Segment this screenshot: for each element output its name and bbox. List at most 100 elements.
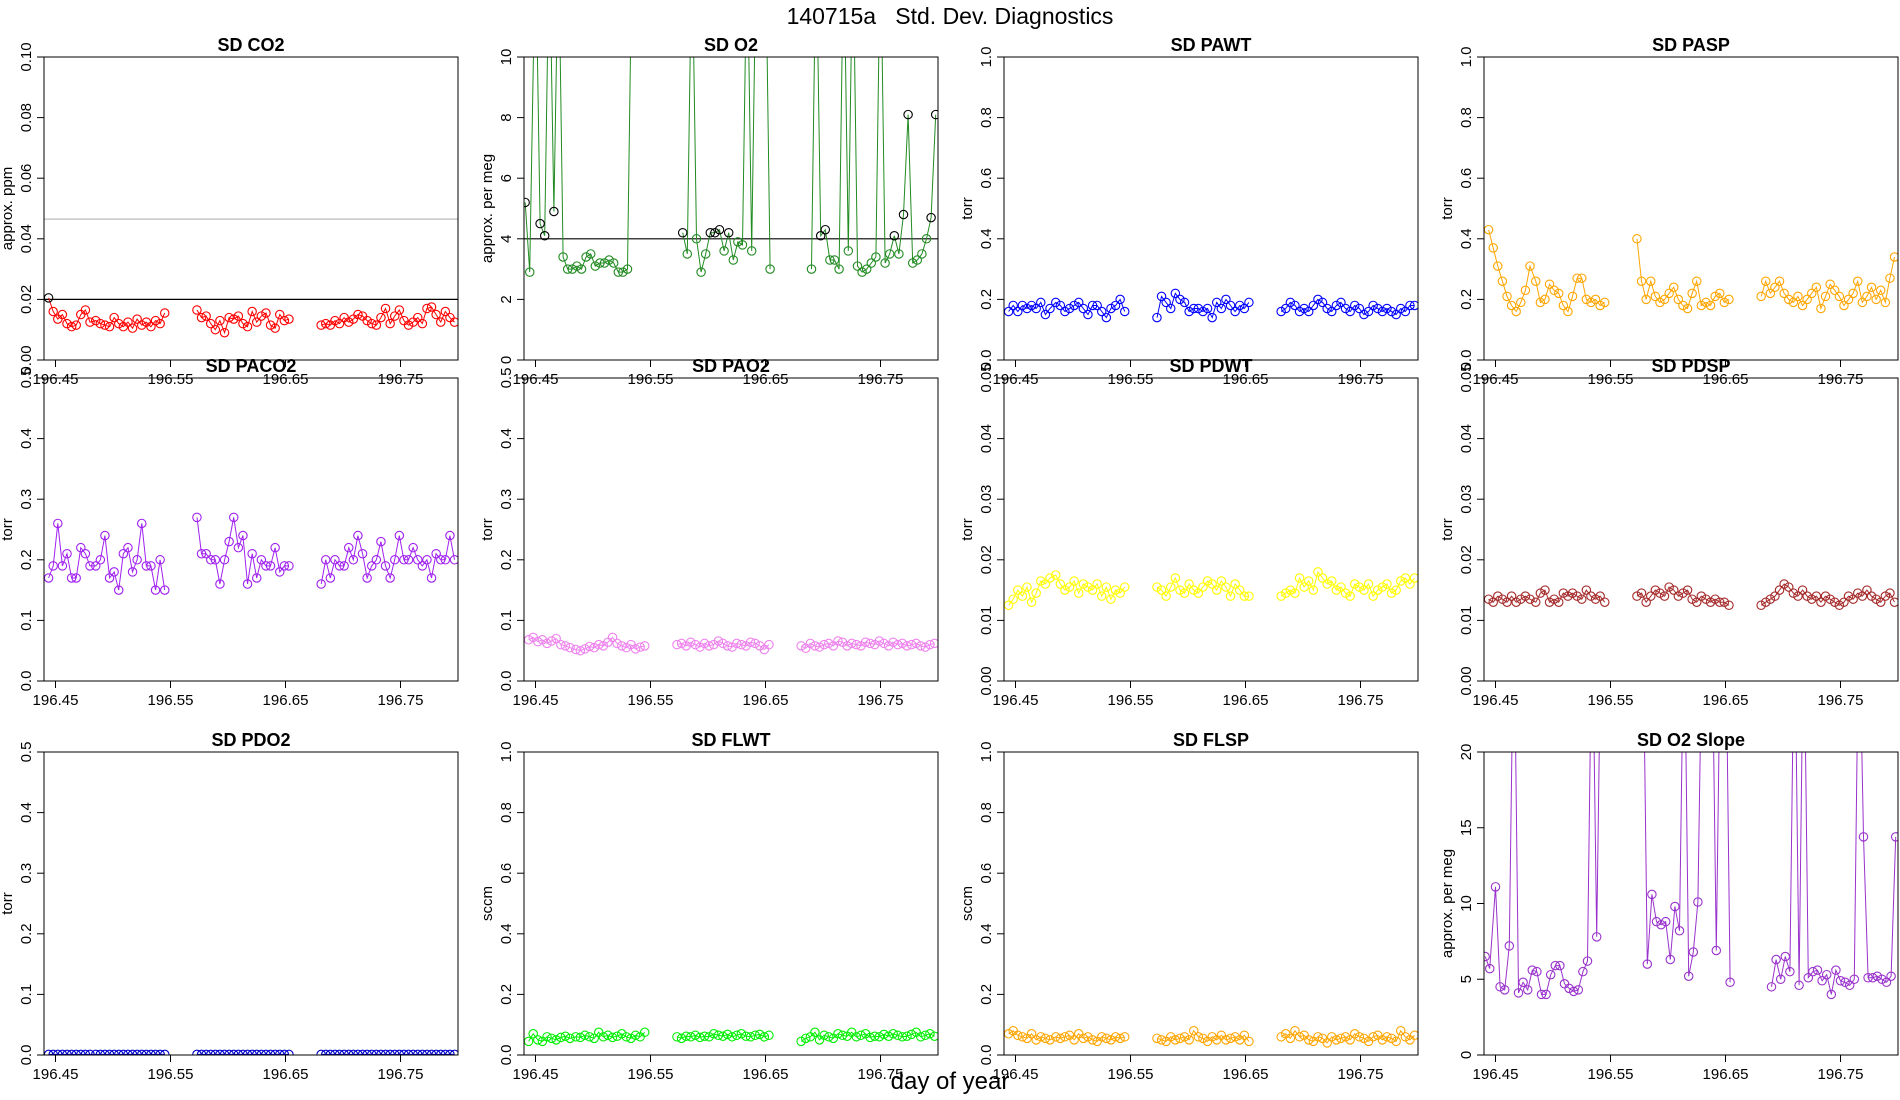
sd-flwt-xtick-label-3: 196.75 [858, 1066, 904, 1083]
sd-flwt-point-40 [736, 1029, 747, 1039]
sd-flwt-point-60 [856, 1030, 866, 1041]
sd-pasp-xtick-label-1: 196.55 [1588, 371, 1634, 388]
sd-pasp-point-35 [1673, 294, 1684, 305]
sd-flsp-ytick-label-2: 0.4 [978, 923, 995, 944]
sd-o2-point-30 [696, 267, 706, 277]
sd-co2-point-25 [160, 308, 170, 318]
sd-flwt-ytick-label-5: 1.0 [498, 742, 515, 763]
sd-pawt-point-15 [1074, 297, 1084, 308]
sd-o2-slope-point-32 [1665, 954, 1676, 965]
sd-pasp-point-59 [1811, 282, 1822, 293]
sd-pdsp-point-34 [1669, 585, 1679, 595]
sd-o2-point-72 [926, 212, 936, 223]
sd-pao2-point-71 [906, 639, 917, 650]
sd-pao2-point-68 [892, 639, 903, 650]
sd-pao2-point-74 [920, 642, 931, 652]
sd-flwt-point-21 [621, 1032, 632, 1042]
sd-pdwt-point-35 [1193, 588, 1204, 598]
sd-pdo2-xtick-label-1: 196.55 [148, 1066, 194, 1083]
sd-paco2-point-1 [48, 561, 58, 571]
sd-flwt-point-31 [695, 1032, 705, 1043]
sd-pdsp-point-10 [1531, 597, 1541, 607]
sd-paco2-point-74 [440, 555, 451, 565]
sd-pasp-point-50 [1770, 282, 1780, 293]
sd-pawt-point-60 [1336, 297, 1346, 308]
sd-o2-slope-point-56 [1812, 965, 1823, 975]
sd-paco2-point-57 [362, 573, 372, 583]
sd-pdo2-ytick-label-2: 0.2 [18, 923, 35, 944]
sd-pasp-point-17 [1563, 306, 1573, 317]
sd-pasp-point-15 [1554, 288, 1564, 299]
sd-pdo2-point-26 [192, 1049, 202, 1055]
sd-pawt-point-64 [1354, 303, 1365, 314]
sd-paco2-frame [43, 377, 459, 682]
sd-paco2-point-9 [85, 561, 95, 571]
sd-paco2-ylabel: torr [0, 518, 16, 541]
sd-pdwt-xtick-label-1: 196.55 [1108, 692, 1154, 709]
sd-pdo2-point-6 [71, 1049, 81, 1055]
sd-co2-point-28 [201, 311, 211, 321]
sd-co2-point-51 [334, 318, 345, 329]
sd-pdo2-point-4 [62, 1049, 72, 1055]
sd-pao2-panel: SD PAO2 torr 196.45 196.55 196.65 196.75 0.0 0.… [479, 356, 939, 709]
sd-o2-xtick-label-2: 196.65 [743, 371, 789, 388]
sd-pasp-point-76 [1889, 252, 1898, 262]
sd-pawt-point-54 [1308, 300, 1319, 311]
sd-pdo2-point-74 [440, 1049, 451, 1055]
sd-paco2-point-62 [385, 573, 395, 583]
sd-pdwt-point-45 [1239, 591, 1250, 601]
sd-pao2-title: SD PAO2 [692, 356, 770, 376]
sd-pasp-point-9 [1525, 261, 1535, 271]
sd-flsp-point-33 [1184, 1035, 1194, 1045]
sd-paco2-point-30 [210, 555, 221, 565]
sd-pawt-point-48 [1281, 303, 1291, 314]
sd-co2-point-33 [224, 312, 234, 323]
sd-pdo2-xtick-label-3: 196.75 [378, 1066, 424, 1083]
sd-flwt-point-34 [708, 1029, 719, 1039]
sd-flwt-point-70 [902, 1031, 912, 1041]
sd-pawt-series [1004, 288, 1418, 323]
sd-pasp-point-66 [1843, 294, 1854, 305]
sd-o2-point-70 [917, 249, 927, 259]
sd-pasp-point-60 [1816, 303, 1826, 314]
sd-pao2-point-10 [570, 644, 581, 655]
sd-o2-slope-point-72 [1886, 971, 1896, 981]
sd-pasp-point-61 [1820, 291, 1831, 302]
sd-pao2-point-72 [911, 638, 921, 649]
sd-pasp-point-32 [1659, 294, 1670, 305]
sd-paco2-point-22 [146, 561, 156, 571]
sd-co2-point-13 [104, 321, 115, 332]
sd-pdo2-point-57 [362, 1049, 372, 1055]
sd-o2-ytick-label-5: 10 [498, 49, 515, 66]
sd-pdwt-point-65 [1359, 585, 1369, 595]
sd-co2-point-22 [146, 321, 156, 332]
sd-pdo2-point-11 [95, 1049, 106, 1055]
sd-o2-slope-point-4 [1499, 985, 1510, 995]
sd-pawt-title: SD PAWT [1171, 35, 1252, 55]
sd-pdwt-point-75 [1405, 579, 1415, 589]
sd-co2-point-61 [380, 303, 391, 314]
sd-pasp-point-6 [1511, 306, 1521, 317]
sd-pawt-point-9 [1045, 303, 1055, 314]
sd-paco2-point-59 [371, 555, 382, 565]
sd-o2-point-3 [535, 218, 545, 229]
sd-paco2-point-65 [399, 555, 409, 565]
sd-co2-point-41 [261, 308, 271, 318]
sd-pdwt-point-1 [1008, 594, 1018, 604]
sd-paco2-point-43 [270, 542, 280, 553]
sd-flsp-ytick-label-3: 0.6 [978, 863, 995, 884]
sd-pao2-point-36 [718, 638, 728, 649]
sd-pao2-point-6 [551, 633, 561, 644]
sd-pdo2-ytick-label-3: 0.3 [18, 863, 35, 884]
sd-pao2-point-11 [575, 645, 586, 656]
sd-o2-slope-series [1484, 752, 1898, 1000]
sd-flsp-point-35 [1193, 1032, 1204, 1042]
sd-pasp-point-28 [1641, 294, 1651, 305]
sd-flsp-point-14 [1069, 1035, 1079, 1045]
sd-o2-slope-xtick-label-2: 196.65 [1703, 1066, 1749, 1083]
sd-pdo2-point-15 [114, 1049, 124, 1055]
sd-pdsp-point-73 [1876, 597, 1886, 607]
sd-flsp-point-49 [1285, 1033, 1296, 1044]
sd-co2-point-27 [196, 312, 207, 323]
